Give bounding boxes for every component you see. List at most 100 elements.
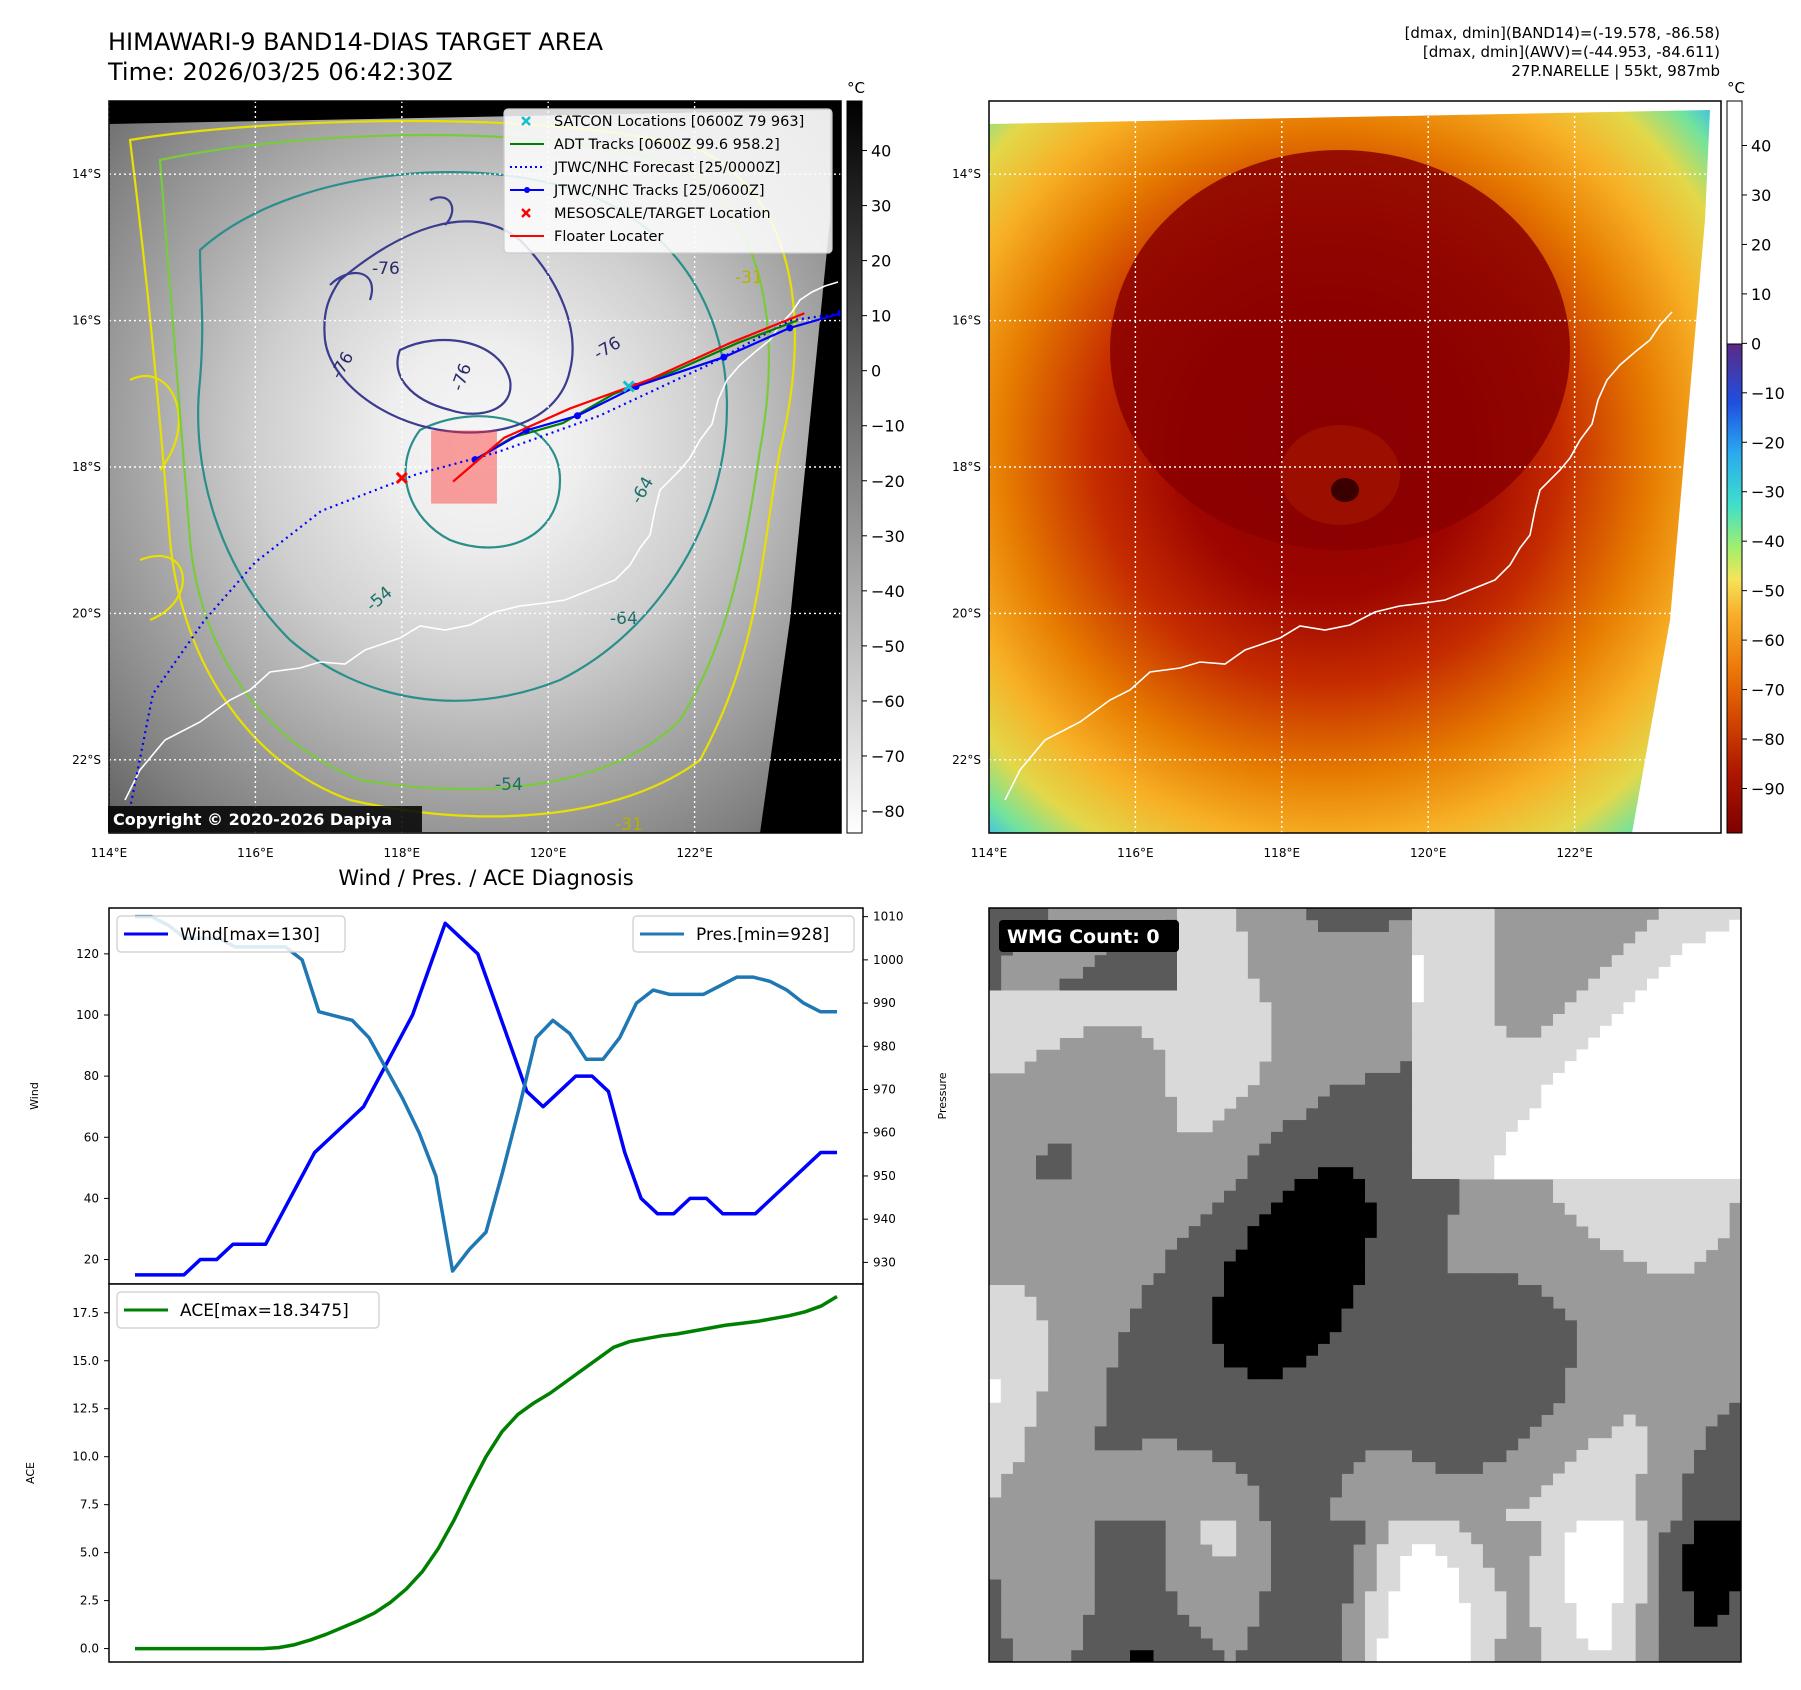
color-lon-tick: 116°E bbox=[1117, 846, 1154, 860]
storm-info-text: 27P.NARELLE | 55kt, 987mb bbox=[1511, 62, 1720, 80]
pressure-tick-label: 960 bbox=[873, 1126, 896, 1140]
legend-label: JTWC/NHC Forecast [25/0000Z] bbox=[553, 160, 780, 176]
ace-tick-label: 7.5 bbox=[80, 1498, 99, 1512]
contour-label: -54 bbox=[495, 775, 523, 795]
ace-axis-label: ACE bbox=[24, 1462, 37, 1484]
colorbar-tick-label: −90 bbox=[1751, 779, 1785, 798]
legend-label: SATCON Locations [0600Z 79 963] bbox=[554, 114, 804, 130]
color-map-panel: 114°E 116°E 118°E 120°E 122°E 14°S 16°S 18°S 20°… bbox=[952, 100, 1722, 860]
legend-label: MESOSCALE/TARGET Location bbox=[554, 206, 771, 222]
ir-lat-tick: 22°S bbox=[72, 753, 101, 767]
color-gridlines bbox=[989, 101, 1721, 833]
wind-tick-label: 80 bbox=[84, 1069, 99, 1083]
wind-pressure-panel: 20 40 60 80 100 120 930 940 950 960 970 980 990 1000 1… bbox=[28, 907, 949, 1285]
color-colorbar-unit: °C bbox=[1727, 79, 1745, 97]
awv-range-text: [dmax, dmin](AWV)=(-44.953, -84.611) bbox=[1423, 43, 1720, 61]
color-lat-tick: 16°S bbox=[952, 314, 981, 328]
wind-axis-label: Wind bbox=[28, 1082, 41, 1110]
color-colorbar: °C 40 30 20 10 0 −10 −20 −30 −40 −50 −60 −70 −80 −90 bbox=[1726, 79, 1785, 834]
best-track-point bbox=[720, 353, 728, 361]
colorbar-tick-label: 10 bbox=[1751, 285, 1771, 304]
legend-entry: SATCON Locations [0600Z 79 963] bbox=[521, 114, 804, 130]
wmg-count-label: WMG Count: 0 bbox=[1007, 926, 1160, 948]
color-lat-tick: 18°S bbox=[952, 460, 981, 474]
ace-tick-label: 0.0 bbox=[80, 1642, 99, 1656]
ir-map-panel: -76 -76 -76 -76 -64 -64 -54 -54 -31 -31 … bbox=[72, 100, 842, 860]
legend-label: Floater Locater bbox=[554, 229, 663, 245]
wind-series-line bbox=[135, 921, 837, 1277]
contour-navy-2 bbox=[396, 338, 512, 415]
wind-legend: Wind[max=130] bbox=[116, 915, 346, 953]
colorbar-tick-label: −70 bbox=[1751, 681, 1785, 700]
cdo-core bbox=[1110, 150, 1570, 550]
contour-label: -31 bbox=[615, 815, 643, 835]
legend-entry: JTWC/NHC Tracks [25/0600Z] bbox=[510, 183, 765, 199]
colorbar-tick-label: −30 bbox=[1751, 483, 1785, 502]
color-lon-tick: 120°E bbox=[1410, 846, 1447, 860]
copyright-text: Copyright © 2020-2026 Dapiya bbox=[113, 810, 392, 829]
colorbar-tick-label: 0 bbox=[1751, 334, 1761, 353]
colorbar-tick-label: −40 bbox=[1751, 532, 1785, 551]
ir-lat-tick: 18°S bbox=[72, 460, 101, 474]
ace-tick-label: 17.5 bbox=[72, 1306, 99, 1320]
color-lon-tick: 114°E bbox=[971, 846, 1008, 860]
band14-range-text: [dmax, dmin](BAND14)=(-19.578, -86.58) bbox=[1405, 24, 1720, 42]
ir-lon-tick: 120°E bbox=[530, 846, 567, 860]
legend-entry: ADT Tracks [0600Z 99.6 958.2] bbox=[510, 137, 780, 153]
contour-label: -76 bbox=[372, 259, 400, 279]
pressure-axis-label: Pressure bbox=[936, 1072, 949, 1119]
ace-tick-label: 10.0 bbox=[72, 1450, 99, 1464]
ace-tick-label: 15.0 bbox=[72, 1354, 99, 1368]
wind-tick-label: 20 bbox=[84, 1253, 99, 1267]
colorbar-tick-label: −60 bbox=[871, 692, 905, 711]
wind-tick-label: 100 bbox=[76, 1008, 99, 1022]
wind-tick-label: 40 bbox=[84, 1191, 99, 1205]
ir-gridlines bbox=[109, 101, 841, 833]
pressure-tick-label: 950 bbox=[873, 1169, 896, 1183]
colorbar-tick-label: −70 bbox=[871, 747, 905, 766]
figure-time: Time: 2026/03/25 06:42:30Z bbox=[107, 58, 453, 86]
wind-tick-label: 120 bbox=[76, 947, 99, 961]
colorbar-tick-label: 20 bbox=[871, 252, 891, 271]
legend-label: JTWC/NHC Tracks [25/0600Z] bbox=[553, 183, 765, 199]
colorbar-tick-label: 40 bbox=[1751, 137, 1771, 156]
ace-tick-label: 12.5 bbox=[72, 1402, 99, 1416]
colorbar-tick-label: 0 bbox=[871, 362, 881, 381]
colorbar-tick-label: −10 bbox=[871, 417, 905, 436]
colorbar-tick-label: 10 bbox=[871, 307, 891, 326]
ir-lat-tick: 20°S bbox=[72, 606, 101, 620]
map-legend: SATCON Locations [0600Z 79 963] ADT Track… bbox=[503, 108, 833, 254]
eye-feature bbox=[1331, 478, 1359, 502]
satcon-marker bbox=[622, 380, 635, 393]
diagnosis-title: Wind / Pres. / ACE Diagnosis bbox=[338, 866, 633, 890]
ir-lon-tick: 114°E bbox=[91, 846, 128, 860]
legend-entry: Floater Locater bbox=[510, 229, 663, 245]
pressure-tick-label: 970 bbox=[873, 1083, 896, 1097]
color-lon-tick: 118°E bbox=[1264, 846, 1301, 860]
best-track-point bbox=[573, 412, 581, 420]
ir-colorbar: °C 40 30 20 10 0 −10 −20 −30 −40 −50 −60 −70 −80 bbox=[846, 79, 905, 834]
ace-legend: ACE[max=18.3475] bbox=[116, 1291, 380, 1329]
ir-satellite-imagery bbox=[109, 110, 830, 833]
wind-tick-label: 60 bbox=[84, 1130, 99, 1144]
contour-navy-3 bbox=[329, 196, 454, 301]
floater-box bbox=[431, 430, 497, 504]
pressure-tick-label: 940 bbox=[873, 1212, 896, 1226]
ace-tick-label: 2.5 bbox=[80, 1594, 99, 1608]
contour-label: -64 bbox=[610, 609, 638, 629]
colorbar-tick-label: −80 bbox=[871, 802, 905, 821]
ace-legend-label: ACE[max=18.3475] bbox=[180, 1301, 349, 1321]
color-lat-tick: 14°S bbox=[952, 167, 981, 181]
colorbar-tick-label: −60 bbox=[1751, 631, 1785, 650]
ir-lon-tick: 116°E bbox=[237, 846, 274, 860]
colorbar-tick-label: −50 bbox=[1751, 582, 1785, 601]
color-lat-tick: 20°S bbox=[952, 606, 981, 620]
legend-entry: MESOSCALE/TARGET Location bbox=[521, 206, 771, 222]
target-marker bbox=[395, 471, 408, 485]
legend-label: ADT Tracks [0600Z 99.6 958.2] bbox=[554, 137, 780, 153]
colorbar-tick-label: −10 bbox=[1751, 384, 1785, 403]
floater-locater-line bbox=[452, 312, 805, 483]
contour-label: -31 bbox=[735, 268, 763, 288]
pressure-tick-label: 980 bbox=[873, 1039, 896, 1053]
colorbar-tick-label: 30 bbox=[1751, 186, 1771, 205]
